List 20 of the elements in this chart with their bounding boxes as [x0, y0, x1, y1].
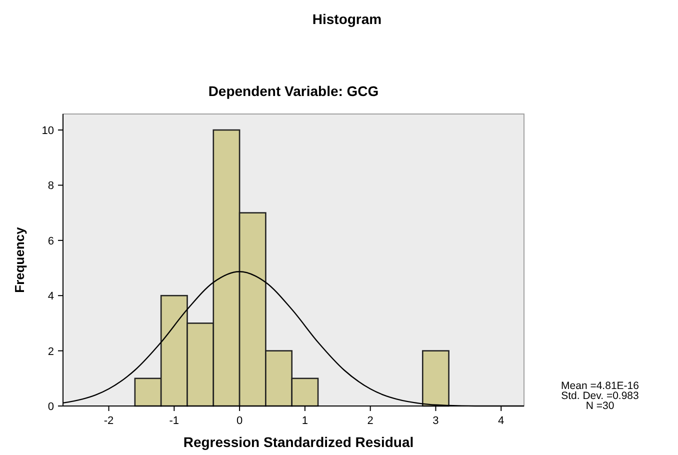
y-tick-label: 8: [48, 180, 54, 192]
x-tick-label: -2: [104, 415, 114, 427]
x-tick-label: 1: [302, 415, 308, 427]
x-tick-label: 2: [367, 415, 374, 427]
x-tick-label: 0: [236, 415, 243, 427]
chart-title: Histogram: [312, 11, 382, 27]
chart-subtitle: Dependent Variable: GCG: [208, 83, 379, 99]
y-axis-title: Frequency: [12, 226, 27, 293]
y-tick-label: 6: [48, 235, 54, 248]
x-tick-label: 4: [498, 415, 504, 427]
x-axis-title: Regression Standardized Residual: [183, 434, 414, 450]
y-tick-label: 0: [48, 401, 54, 413]
y-tick-label: 2: [48, 346, 54, 358]
x-tick-label: 3: [432, 415, 439, 427]
y-tick-label: 10: [42, 125, 54, 138]
text: Mean =4.81E-16: [561, 380, 640, 392]
x-tick-label: -1: [169, 415, 180, 427]
text: N =30: [586, 400, 614, 412]
text: Std. Dev. =0.983: [561, 390, 640, 402]
y-tick-label: 4: [48, 290, 54, 303]
